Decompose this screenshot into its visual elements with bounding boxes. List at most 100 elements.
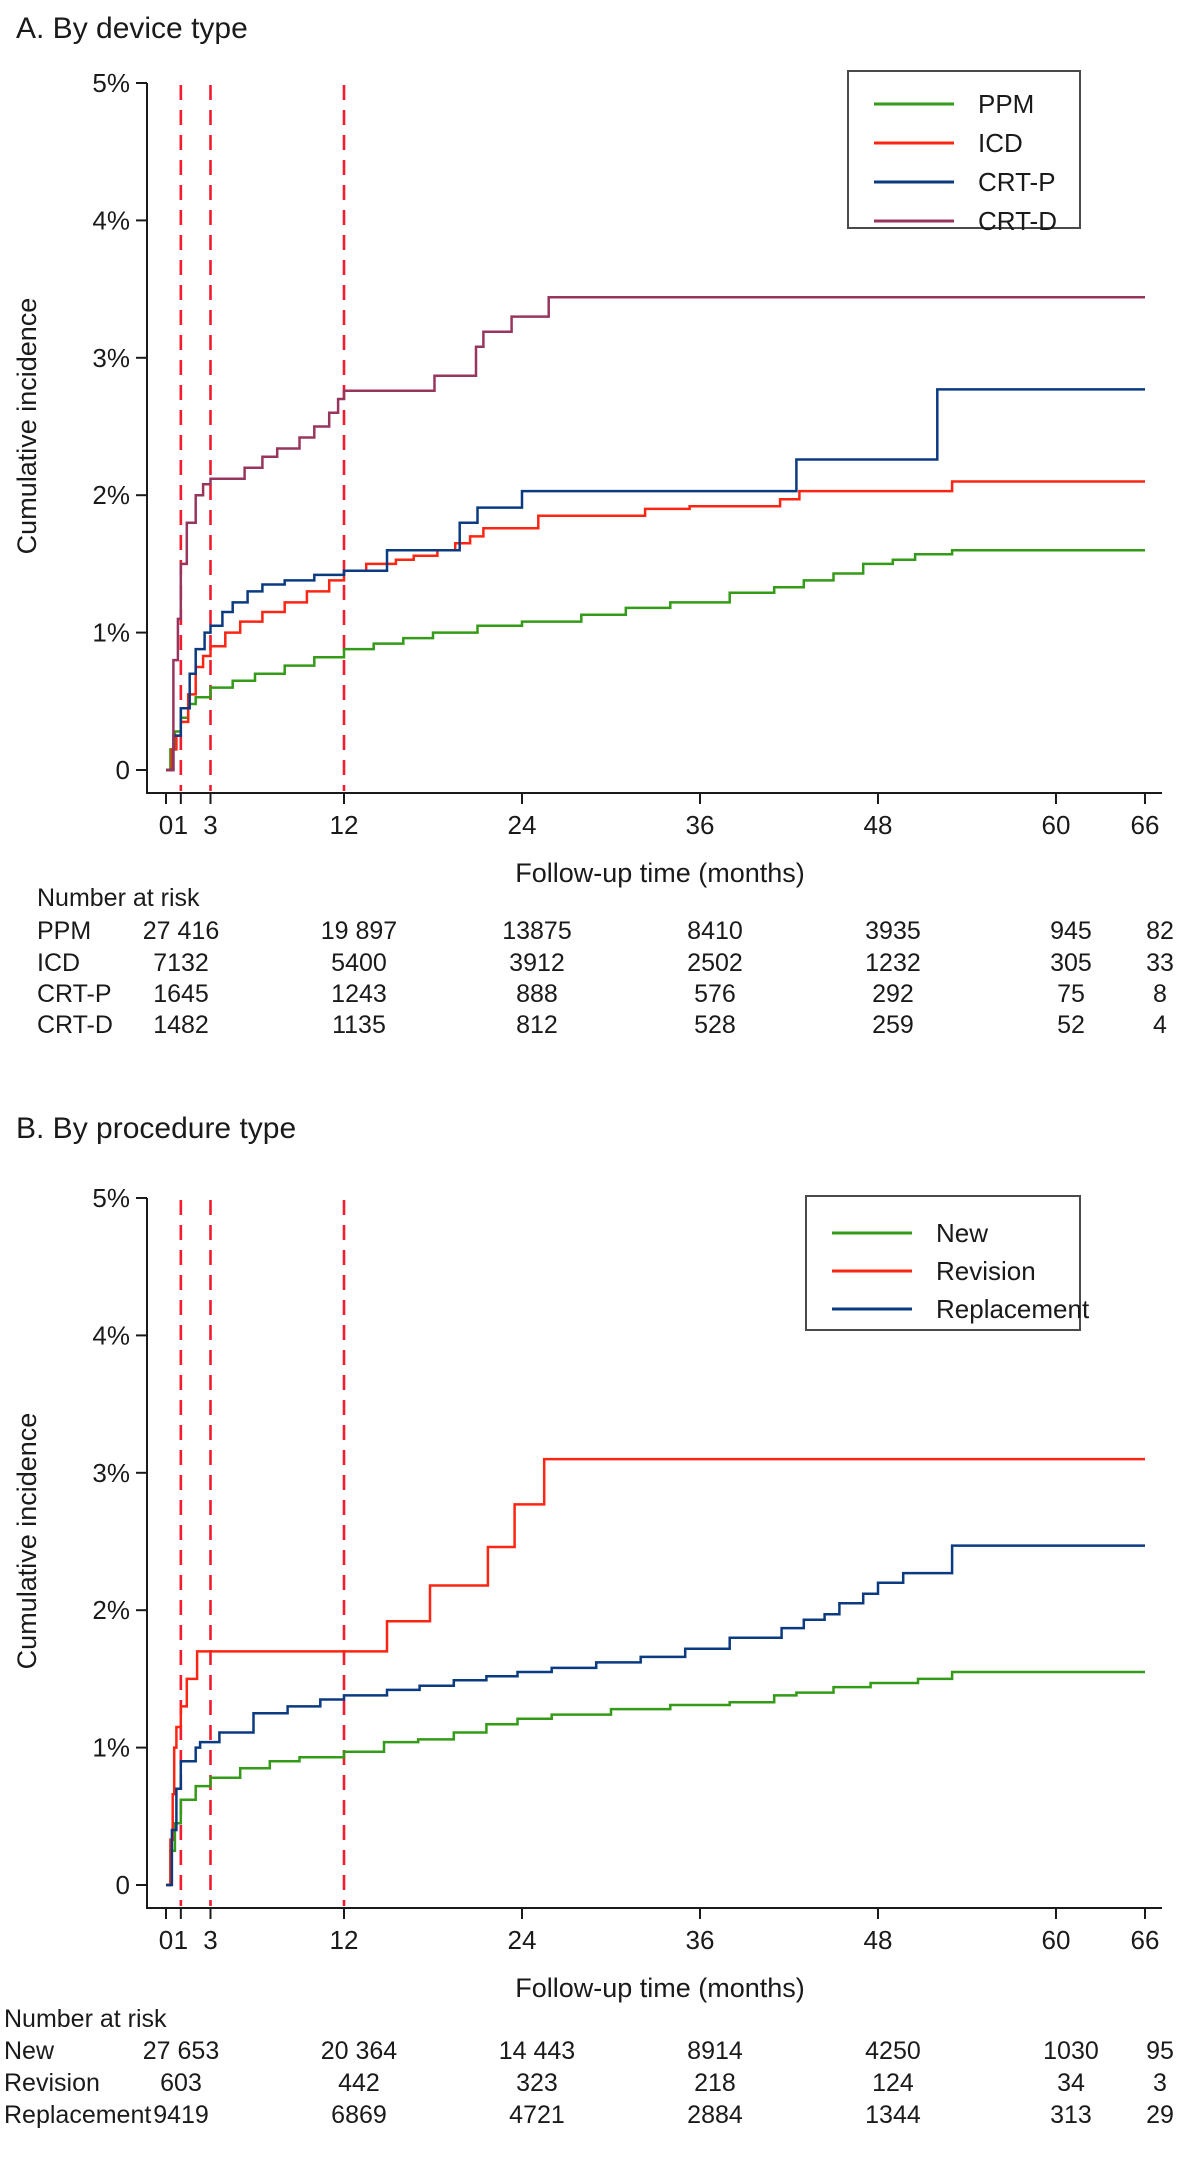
at-risk-value: 812 — [516, 1011, 558, 1039]
at-risk-value: 1135 — [332, 1011, 386, 1039]
at-risk-value: 4250 — [865, 2037, 921, 2065]
panel-a-chart: 01%2%3%4%5%0 1 3 12 24 36 48 60 66PPMICDCRT-PCRT… — [37, 68, 1174, 1039]
at-risk-value: 27 416 — [143, 917, 219, 945]
at-risk-row-label: ICD — [37, 949, 80, 977]
at-risk-value: 34 — [1057, 2069, 1085, 2097]
at-risk-value: 19 897 — [321, 917, 397, 945]
panel-a-curves — [166, 296, 1145, 772]
panel-a-number-at-risk-table: PPM 27 416 19 897 13875 8410 3935 945 82 ICD 7132… — [37, 917, 1174, 1039]
legend-label: New — [936, 1218, 988, 1248]
at-risk-value: 442 — [338, 2069, 380, 2097]
y-tick-label-5: 5% — [92, 1183, 130, 1213]
at-risk-value: 95 — [1146, 2037, 1174, 2065]
series-new — [166, 1670, 1145, 1887]
panel-b-curves — [166, 1457, 1145, 1887]
at-risk-value: 27 653 — [143, 2037, 219, 2065]
panel-b-title: B. By procedure type — [16, 1112, 296, 1145]
y-tick-label-2: 2% — [92, 480, 130, 510]
x-tick-label-12: 12 — [330, 1925, 359, 1955]
panel-b-legend: New Revision Replacement — [805, 1195, 1090, 1331]
panel-b-chart: 01%2%3%4%5%0 1 3 12 24 36 48 60 66NewRevisionRep… — [4, 1183, 1174, 2129]
x-tick-label-66: 66 — [1131, 810, 1160, 840]
at-risk-row-label: Revision — [4, 2069, 100, 2097]
at-risk-value: 218 — [694, 2069, 736, 2097]
axis-lines — [146, 1198, 1162, 1909]
panel-b-x-axis-title: Follow-up time (months) — [515, 1973, 805, 2003]
at-risk-value: 3912 — [509, 949, 565, 977]
legend-label: Revision — [936, 1256, 1036, 1286]
series-replacement — [166, 1544, 1145, 1887]
y-tick-label-1: 1% — [92, 618, 130, 648]
panel-b-number-at-risk-table: New 27 653 20 364 14 443 8914 4250 1030 95 Revis… — [4, 2037, 1174, 2129]
x-tick-label-0: 0 — [159, 1925, 173, 1955]
y-tick-label-3: 3% — [92, 1458, 130, 1488]
panel-b-axes: 01%2%3%4%5%0 1 3 12 24 36 48 60 66 — [92, 1183, 1162, 1955]
y-tick-label-1: 1% — [92, 1733, 130, 1763]
x-tick-label-60: 60 — [1042, 810, 1071, 840]
at-risk-row-label: PPM — [37, 917, 91, 945]
at-risk-value: 1243 — [331, 980, 387, 1008]
at-risk-value: 20 364 — [321, 2037, 398, 2065]
at-risk-value: 1344 — [865, 2101, 921, 2129]
y-tick-label-0: 0 — [116, 755, 130, 785]
legend-label: CRT-P — [978, 167, 1056, 197]
at-risk-row-icd: ICD 7132 5400 3912 2502 1232 305 33 — [37, 949, 1174, 977]
legend-item-icd: ICD — [874, 128, 1023, 158]
panel-a-axes: 01%2%3%4%5%0 1 3 12 24 36 48 60 66 — [92, 68, 1162, 840]
legend-label: PPM — [978, 89, 1034, 119]
at-risk-value: 7132 — [153, 949, 209, 977]
legend-item-ppm: PPM — [874, 89, 1034, 119]
at-risk-value: 3935 — [865, 917, 921, 945]
panel-a-title: A. By device type — [16, 12, 248, 45]
x-tick-label-66: 66 — [1131, 1925, 1160, 1955]
at-risk-row-ppm: PPM 27 416 19 897 13875 8410 3935 945 82 — [37, 917, 1174, 945]
y-tick-label-2: 2% — [92, 1595, 130, 1625]
y-tick-label-5: 5% — [92, 68, 130, 98]
y-tick-label-0: 0 — [116, 1870, 130, 1900]
x-tick-label-24: 24 — [508, 810, 537, 840]
legend-item-new: New — [832, 1218, 988, 1248]
x-tick-label-60: 60 — [1042, 1925, 1071, 1955]
at-risk-value: 292 — [872, 980, 914, 1008]
at-risk-value: 8410 — [687, 917, 743, 945]
panel-a-reference-lines — [179, 85, 346, 791]
series-ppm — [166, 548, 1145, 772]
legend-box — [847, 70, 1081, 229]
legend-item-revision: Revision — [832, 1256, 1036, 1286]
at-risk-value: 1645 — [153, 980, 209, 1008]
legend-item-replacement: Replacement — [832, 1294, 1090, 1324]
x-tick-label-1: 1 — [174, 1925, 188, 1955]
x-tick-label-24: 24 — [508, 1925, 537, 1955]
axis-lines — [146, 83, 1162, 794]
at-risk-value: 323 — [516, 2069, 558, 2097]
at-risk-row-replacement: Replacement 9419 6869 4721 2884 1344 313 29 — [4, 2101, 1174, 2129]
x-tick-label-12: 12 — [330, 810, 359, 840]
at-risk-row-new: New 27 653 20 364 14 443 8914 4250 1030 95 — [4, 2037, 1174, 2065]
series-crt-d — [166, 296, 1145, 772]
at-risk-value: 603 — [160, 2069, 202, 2097]
panel-b-reference-lines — [179, 1200, 346, 1906]
at-risk-value: 528 — [694, 1011, 736, 1039]
legend-item-crt-d: CRT-D — [874, 206, 1057, 236]
y-tick-label-4: 4% — [92, 1320, 130, 1350]
legend-label: Replacement — [936, 1294, 1090, 1324]
at-risk-row-crt-d: CRT-D 1482 1135 812 528 259 52 4 — [37, 1011, 1167, 1039]
x-tick-label-48: 48 — [864, 810, 893, 840]
y-tick-label-4: 4% — [92, 205, 130, 235]
at-risk-value: 124 — [872, 2069, 914, 2097]
at-risk-row-label: CRT-D — [37, 1011, 113, 1039]
panel-b-number-at-risk-header: Number at risk — [4, 2005, 167, 2033]
at-risk-row-label: New — [4, 2037, 55, 2065]
at-risk-value: 945 — [1050, 917, 1092, 945]
at-risk-value: 13875 — [502, 917, 572, 945]
at-risk-value: 576 — [694, 980, 736, 1008]
at-risk-value: 75 — [1057, 980, 1085, 1008]
x-tick-label-3: 3 — [203, 810, 217, 840]
at-risk-row-label: Replacement — [4, 2101, 151, 2129]
panel-a-x-axis-title: Follow-up time (months) — [515, 858, 805, 888]
at-risk-value: 1030 — [1043, 2037, 1099, 2065]
at-risk-value: 888 — [516, 980, 558, 1008]
panel-a-y-axis-title: Cumulative incidence — [12, 298, 42, 555]
